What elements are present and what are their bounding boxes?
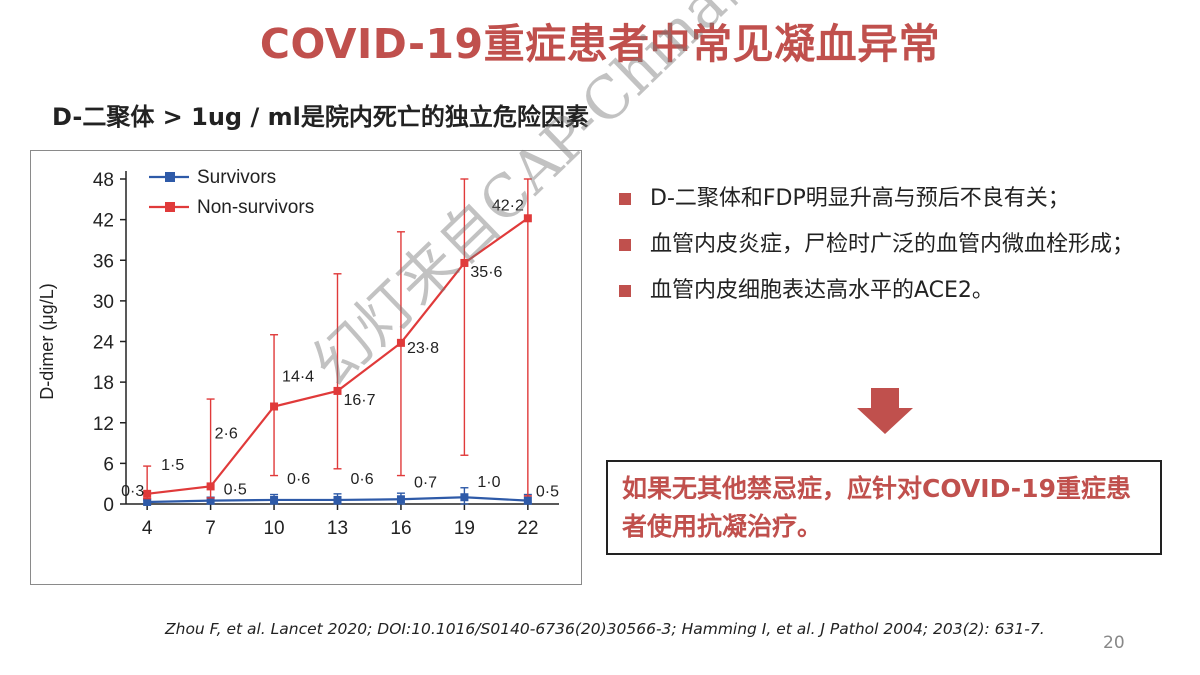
survivors-data-label: 1·0: [477, 474, 500, 491]
survivors-point: [206, 496, 215, 505]
slide-title: COVID-19重症患者中常见凝血异常: [259, 20, 941, 68]
x-tick-label: 4: [142, 518, 153, 539]
survivors-point: [143, 497, 152, 506]
survivors-data-label: 0·5: [224, 482, 247, 499]
survivors-legend-marker: [165, 172, 175, 182]
bullet-item: D-二聚体和FDP明显升高与预后不良有关；: [610, 176, 1180, 222]
bullet-text: 血管内皮炎症，尸检时广泛的血管内微血栓形成；: [650, 232, 1135, 257]
non-survivors-data-label: 35·6: [470, 264, 502, 281]
x-tick-label: 13: [327, 518, 348, 539]
non-survivors-point: [143, 489, 152, 498]
survivors-legend-label: Survivors: [197, 167, 276, 188]
bullet-item: 血管内皮炎症，尸检时广泛的血管内微血栓形成；: [610, 222, 1180, 268]
survivors-point: [523, 496, 532, 505]
y-tick-label: 48: [93, 170, 114, 191]
non-survivors-legend-label: Non-survivors: [197, 197, 314, 218]
non-survivors-point: [333, 386, 342, 395]
survivors-data-label: 0·7: [414, 474, 437, 491]
x-tick-label: 7: [205, 518, 216, 539]
survivors-data-label: 0·3: [121, 483, 144, 500]
non-survivors-data-label: 14·4: [282, 369, 314, 386]
x-tick-label: 10: [263, 518, 284, 539]
bullet-square-icon: [619, 193, 631, 205]
bullet-list: D-二聚体和FDP明显升高与预后不良有关； 血管内皮炎症，尸检时广泛的血管内微血…: [610, 176, 1180, 314]
d-dimer-chart: 0 6 12 18 24 30 36 42 48 4 7 10 13 16 19 22 D-dimer (μg/…: [30, 150, 582, 585]
bullet-square-icon: [619, 285, 631, 297]
non-survivors-point: [396, 338, 405, 347]
x-tick-label: 16: [390, 518, 411, 539]
chart-svg: 0 6 12 18 24 30 36 42 48 4 7 10 13 16 19 22 D-dimer (μg/…: [37, 167, 559, 539]
reference-citation: Zhou F, et al. Lancet 2020; DOI:10.1016/…: [165, 620, 1045, 638]
non-survivors-point: [270, 402, 279, 411]
y-tick-label: 6: [103, 454, 114, 475]
y-tick-label: 18: [93, 373, 114, 394]
bullet-item: 血管内皮细胞表达高水平的ACE2。: [610, 268, 1180, 314]
slide-subtitle: D-二聚体 > 1ug / ml是院内死亡的独立危险因素: [52, 103, 589, 131]
y-tick-label: 30: [93, 292, 114, 313]
non-survivors-data-label: 1·5: [161, 457, 184, 474]
y-tick-label: 42: [93, 211, 114, 232]
non-survivors-point: [523, 214, 532, 223]
y-axis-label: D-dimer (μg/L): [37, 283, 57, 399]
non-survivors-data-label: 16·7: [344, 392, 376, 409]
bullet-text: 血管内皮细胞表达高水平的ACE2。: [650, 278, 994, 303]
survivors-data-label: 0·6: [351, 471, 374, 488]
non-survivors-point: [460, 258, 469, 267]
non-survivors-data-label: 2·6: [215, 425, 238, 442]
non-survivors-data-label: 42·2: [492, 197, 524, 214]
non-survivors-point: [206, 482, 215, 491]
callout-box: 如果无其他禁忌症，应针对COVID-19重症患者使用抗凝治疗。: [606, 460, 1162, 555]
survivors-point: [460, 493, 469, 502]
y-tick-label: 12: [93, 414, 114, 435]
bullet-text: D-二聚体和FDP明显升高与预后不良有关；: [650, 186, 1070, 211]
bullet-square-icon: [619, 239, 631, 251]
y-tick-label: 0: [103, 495, 114, 516]
survivors-point: [333, 495, 342, 504]
survivors-point: [396, 495, 405, 504]
survivors-data-label: 0·6: [287, 471, 310, 488]
survivors-point: [270, 495, 279, 504]
non-survivors-legend-marker: [165, 202, 175, 212]
y-tick-label: 24: [93, 333, 115, 354]
y-tick-label: 36: [93, 251, 114, 272]
non-survivors-data-label: 23·8: [407, 340, 439, 357]
page-number: 20: [1103, 633, 1125, 653]
survivors-data-label: 0·5: [536, 484, 559, 501]
x-tick-label: 22: [517, 518, 538, 539]
x-tick-label: 19: [454, 518, 475, 539]
down-arrow-icon: [857, 388, 913, 434]
